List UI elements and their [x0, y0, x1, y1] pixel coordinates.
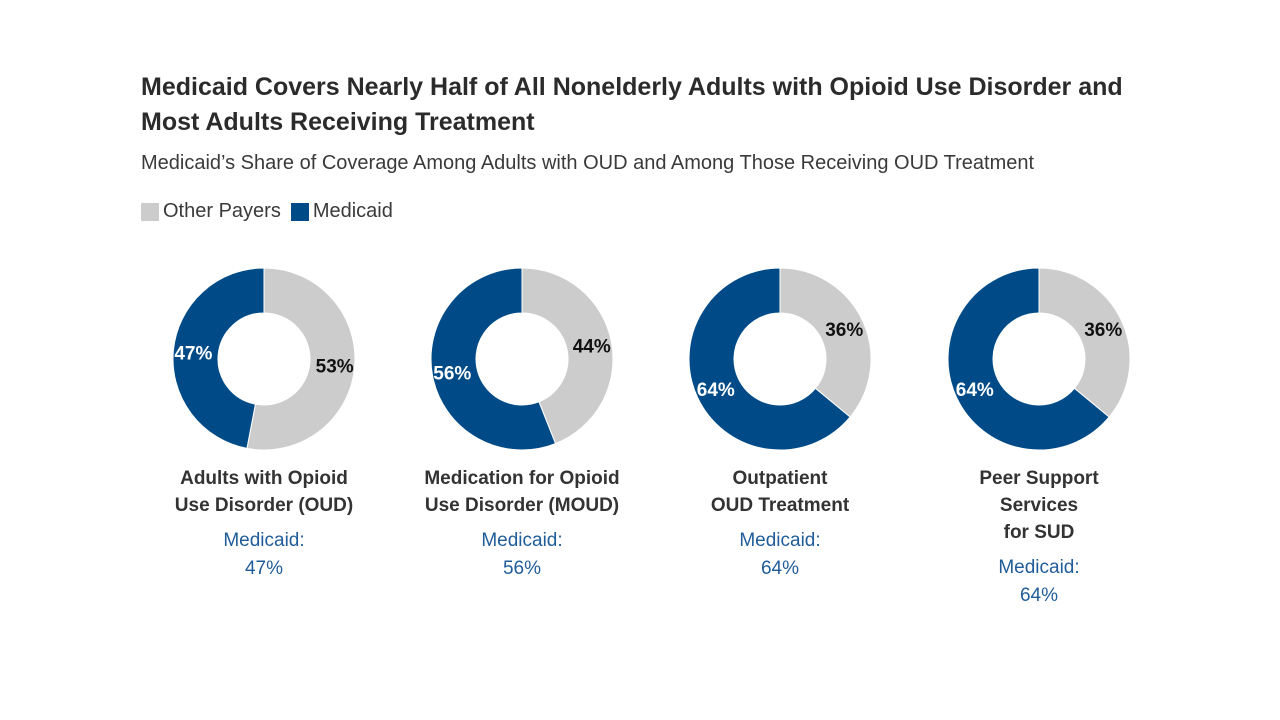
- data-label-medicaid: 64%: [956, 380, 994, 401]
- category-label-line: Services: [999, 495, 1079, 516]
- category-label-line: Use Disorder (MOUD): [424, 495, 620, 516]
- medicaid-share-caption: Medicaid: 47%: [144, 527, 384, 583]
- medicaid-share-line: 56%: [502, 558, 542, 579]
- medicaid-share-line: Medicaid:: [739, 530, 821, 551]
- category-label-line: for SUD: [1003, 522, 1075, 543]
- medicaid-share-line: Medicaid:: [998, 557, 1080, 578]
- legend-item-medicaid: Medicaid: [290, 200, 393, 223]
- slice-medicaid: [688, 267, 851, 451]
- legend: Other Payers Medicaid: [141, 200, 403, 223]
- slice-other-payers: [521, 267, 614, 445]
- donut-caption-3: Outpatient OUD Treatment Medicaid: 64%: [660, 465, 900, 583]
- donut-caption-1: Adults with Opioid Use Disorder (OUD) Medi…: [144, 465, 384, 583]
- data-label-medicaid: 56%: [433, 363, 471, 384]
- category-label-line: OUD Treatment: [710, 495, 850, 516]
- medicaid-share-line: 64%: [1019, 585, 1059, 606]
- donut-chart-1: 53% 47%: [172, 267, 356, 451]
- legend-item-other-payers: Other Payers: [141, 200, 281, 223]
- donut-caption-2: Medication for Opioid Use Disorder (MOUD)…: [402, 465, 642, 583]
- category-label: Adults with Opioid Use Disorder (OUD): [144, 465, 384, 519]
- category-label: Peer Support Services for SUD: [919, 465, 1159, 546]
- category-label-line: Adults with Opioid: [180, 468, 348, 489]
- category-label-line: Peer Support: [979, 468, 1099, 489]
- medicaid-share-line: Medicaid:: [223, 530, 305, 551]
- data-label-other-payers: 44%: [573, 337, 611, 358]
- slice-other-payers: [779, 267, 872, 418]
- category-label-line: Medication for Opioid: [424, 468, 620, 489]
- data-label-other-payers: 36%: [1084, 320, 1122, 341]
- category-label: Medication for Opioid Use Disorder (MOUD): [402, 465, 642, 519]
- medicaid-share-line: Medicaid:: [481, 530, 563, 551]
- slice-medicaid: [947, 267, 1110, 451]
- data-label-other-payers: 36%: [825, 320, 863, 341]
- category-label: Outpatient OUD Treatment: [660, 465, 900, 519]
- donut-caption-4: Peer Support Services for SUD Medicaid: 64%: [919, 465, 1159, 610]
- legend-swatch-other-payers: [141, 202, 159, 221]
- donut-chart-4: 36% 64%: [947, 267, 1131, 451]
- chart-title: Medicaid Covers Nearly Half of All Nonel…: [141, 73, 1123, 136]
- slice-other-payers: [246, 267, 356, 451]
- donut-chart-2: 44% 56%: [430, 267, 614, 451]
- medicaid-share-caption: Medicaid: 64%: [919, 554, 1159, 610]
- slice-medicaid: [430, 267, 557, 451]
- slice-other-payers: [1038, 267, 1131, 418]
- chart-subtitle: Medicaid’s Share of Coverage Among Adult…: [141, 152, 1035, 174]
- data-label-medicaid: 47%: [174, 343, 212, 364]
- medicaid-share-line: 64%: [760, 558, 800, 579]
- legend-label-medicaid: Medicaid: [312, 200, 393, 222]
- legend-label-other-payers: Other Payers: [163, 200, 281, 222]
- medicaid-share-line: 47%: [244, 558, 284, 579]
- category-label-line: Outpatient: [732, 468, 828, 489]
- medicaid-share-caption: Medicaid: 64%: [660, 527, 900, 583]
- data-label-other-payers: 53%: [316, 357, 354, 378]
- slice-medicaid: [172, 267, 265, 449]
- category-label-line: Use Disorder (OUD): [174, 495, 354, 516]
- legend-swatch-medicaid: [290, 202, 309, 221]
- data-label-medicaid: 64%: [697, 380, 735, 401]
- medicaid-share-caption: Medicaid: 56%: [402, 527, 642, 583]
- donut-chart-3: 36% 64%: [688, 267, 872, 451]
